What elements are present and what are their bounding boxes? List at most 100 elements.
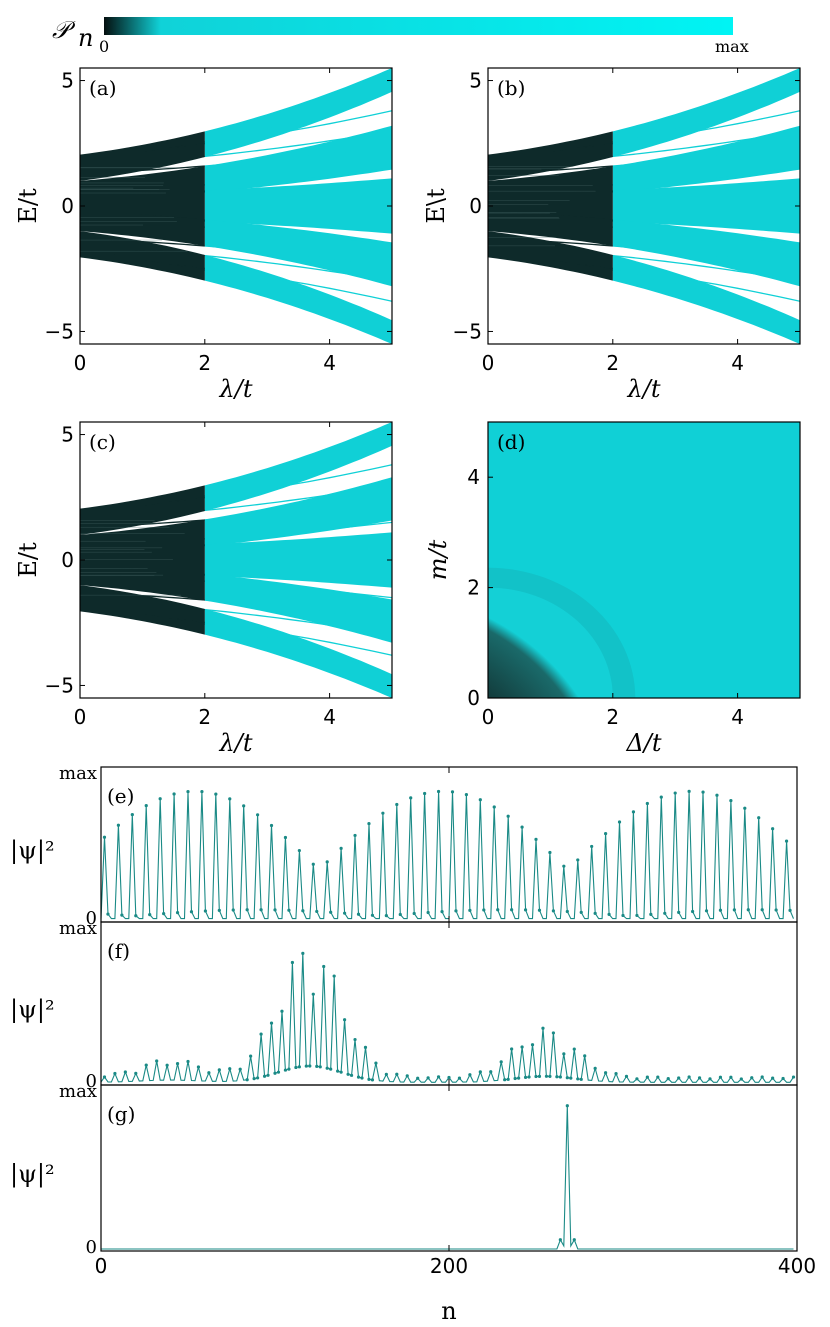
y-tick-label: 0: [61, 194, 74, 218]
y-tick-label-max: max: [59, 763, 97, 784]
edge-state-line-dark: [80, 165, 205, 175]
edge-state-line: [204, 484, 392, 512]
edge-state-line-dark: [488, 210, 613, 222]
data-point: [238, 1067, 242, 1071]
data-point: [635, 913, 639, 918]
edge-state-line: [204, 130, 392, 158]
edge-state-line-dark: [80, 538, 205, 546]
data-point: [617, 820, 622, 824]
y-tick-label: −5: [45, 319, 74, 343]
y-tick-label: 5: [469, 69, 482, 93]
data-point: [743, 806, 747, 810]
data-point: [687, 789, 691, 793]
data-point: [659, 795, 663, 799]
data-point: [697, 1076, 702, 1080]
data-point: [478, 1070, 482, 1074]
data-point: [384, 913, 388, 918]
data-point: [343, 911, 347, 915]
data-point: [590, 844, 594, 849]
x-axis-label: λ/t: [219, 375, 253, 403]
band-extended-0: [612, 68, 800, 158]
data-point: [416, 1076, 420, 1080]
edge-state-line: [612, 167, 800, 186]
edge-state-line-dark: [80, 220, 205, 228]
data-point: [259, 908, 263, 912]
localized-region-group: [488, 567, 636, 698]
data-point: [447, 1075, 451, 1080]
data-point: [544, 1074, 549, 1078]
data-point: [656, 1075, 660, 1079]
data-point: [534, 837, 538, 841]
data-point: [228, 797, 232, 801]
data-point: [771, 1076, 775, 1080]
band-localized-0: [488, 131, 613, 181]
band-localized-4: [80, 585, 205, 635]
band-localized-3: [80, 565, 205, 601]
data-point: [649, 912, 653, 916]
x-tick-label: 2: [606, 351, 619, 375]
data-point: [189, 910, 194, 914]
y-tick-label-zero: 0: [86, 1071, 97, 1092]
edge-state-line-dark: [488, 155, 613, 167]
data-point: [276, 1070, 281, 1074]
data-point: [781, 1076, 785, 1081]
plot-frame: [100, 1084, 798, 1252]
band-localized-3: [80, 211, 205, 246]
y-tick-label: 5: [61, 69, 74, 93]
data-point: [266, 1073, 270, 1077]
data-point: [436, 1075, 441, 1079]
plot-frame: [100, 921, 798, 1086]
edge-state-line: [204, 464, 392, 499]
data-point: [339, 1070, 343, 1074]
data-point: [579, 910, 583, 914]
data-point: [492, 805, 496, 809]
spectrum-bands: [80, 68, 392, 344]
data-point: [304, 1064, 308, 1068]
data-point: [468, 1073, 472, 1077]
data-point: [520, 825, 524, 829]
data-point: [635, 1077, 639, 1081]
data-point: [520, 1045, 524, 1049]
x-tick-label: 0: [482, 351, 495, 375]
data-point: [565, 1076, 569, 1080]
y-axis-label: E/t: [14, 188, 42, 224]
edge-state-line-dark: [80, 609, 205, 623]
edge-state-line: [204, 89, 392, 143]
data-point: [259, 1032, 263, 1036]
band-extended-4: [204, 609, 392, 698]
data-point: [482, 908, 486, 912]
edge-state-line: [204, 521, 392, 540]
band-localized-0: [80, 131, 205, 181]
data-point: [565, 909, 569, 914]
data-point: [123, 1070, 127, 1074]
data-point: [569, 1076, 573, 1080]
edge-state-line: [204, 145, 392, 167]
y-tick-label: −5: [45, 673, 74, 697]
data-point: [325, 860, 329, 864]
spectrum-bands: [488, 68, 800, 344]
data-point: [409, 796, 413, 800]
x-tick-label: 0: [74, 705, 87, 729]
band-extended-2: [204, 532, 392, 588]
x-axis-label: λ/t: [627, 375, 661, 403]
panel-tag: (e): [107, 784, 134, 808]
data-point: [332, 974, 336, 978]
band-extended-2: [612, 178, 800, 234]
data-point: [165, 1063, 169, 1067]
colorbar: 𝒫 n 0 max: [52, 16, 749, 56]
edge-state-line-dark: [80, 250, 205, 271]
data-point: [704, 909, 709, 913]
edge-state-line-dark: [80, 237, 205, 247]
band-localized-3: [488, 211, 613, 246]
data-point: [593, 1066, 597, 1070]
edge-state-line: [612, 267, 800, 302]
edge-state-line-dark: [488, 237, 613, 247]
x-tick-label: 0: [74, 351, 87, 375]
data-point: [356, 1075, 361, 1079]
panel-tag: (a): [89, 76, 117, 100]
data-point: [308, 1064, 312, 1068]
edge-state-line-dark: [80, 497, 205, 511]
x-tick-label: 4: [323, 351, 336, 375]
x-tick-label: 0: [482, 705, 495, 729]
y-tick-label: 5: [61, 423, 74, 447]
